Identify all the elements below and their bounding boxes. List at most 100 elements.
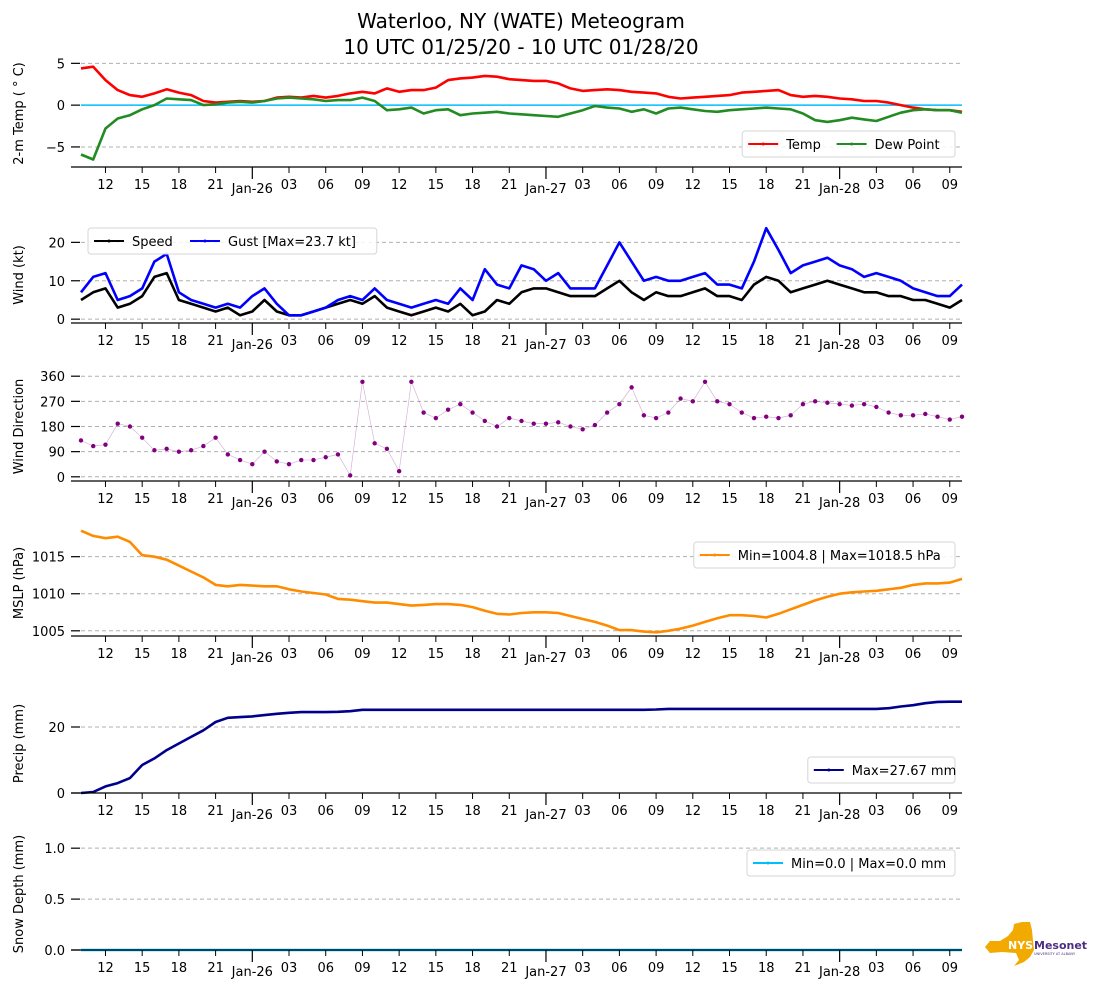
y-tick-label: 1.0: [44, 842, 65, 857]
x-tick-label: 12: [391, 804, 408, 819]
x-day-label: Jan-28: [818, 496, 860, 511]
legend-label: Dew Point: [875, 138, 940, 153]
x-tick-label: 03: [574, 804, 591, 819]
data-point: [323, 455, 328, 460]
data-point: [115, 421, 120, 426]
data-point: [592, 422, 598, 428]
series-connector-wdir: [80, 380, 963, 477]
data-point: [556, 420, 561, 425]
x-tick-label: 21: [795, 334, 812, 349]
x-day-label: Jan-28: [818, 338, 860, 353]
data-point: [225, 452, 231, 457]
x-tick-label: 21: [795, 178, 812, 193]
y-axis-label: Wind (kt): [12, 245, 27, 305]
x-tick-label: 18: [464, 178, 481, 193]
x-tick-label: 03: [574, 492, 591, 507]
x-tick-label: 21: [207, 961, 224, 976]
x-tick-label: 18: [464, 804, 481, 819]
x-tick-label: 03: [574, 647, 591, 662]
legend-label: Max=27.67 mm: [852, 764, 956, 779]
new-york-state-shape-icon: [985, 922, 1034, 966]
legend-label: Speed: [132, 235, 173, 250]
data-point: [641, 413, 647, 418]
x-tick-label: 12: [391, 178, 408, 193]
x-tick-label: 03: [868, 647, 885, 662]
data-point: [201, 443, 206, 449]
x-tick-label: 21: [501, 334, 518, 349]
x-tick-label: 06: [317, 804, 334, 819]
series-line-dew-point: [80, 96, 963, 161]
x-day-label: Jan-26: [231, 808, 273, 823]
x-tick-label: 03: [281, 492, 298, 507]
x-tick-label: 15: [428, 961, 445, 976]
y-axis-label: MSLP (hPa): [12, 547, 27, 619]
data-point: [507, 415, 512, 421]
legend: Speed Gust [Max=23.7 kt]: [87, 227, 378, 255]
data-point: [372, 441, 377, 446]
data-point: [886, 410, 891, 415]
data-point: [910, 413, 916, 418]
data-point: [776, 415, 781, 421]
x-day-label: Jan-26: [231, 965, 273, 980]
legend-swatch-marker: [850, 142, 854, 146]
x-tick-label: 06: [905, 334, 922, 349]
x-tick-label: 21: [795, 961, 812, 976]
data-point: [127, 424, 133, 429]
x-tick-label: 12: [391, 961, 408, 976]
data-point: [727, 401, 732, 407]
x-tick-label: 21: [501, 647, 518, 662]
legend-label: Min=1004.8 | Max=1018.5 hPa: [738, 549, 941, 564]
x-tick-label: 09: [354, 492, 371, 507]
x-day-label: Jan-28: [818, 808, 860, 823]
x-tick-label: 21: [207, 492, 224, 507]
data-point: [764, 414, 769, 419]
x-tick-label: 18: [464, 492, 481, 507]
data-point: [237, 457, 243, 463]
logo-nys-text: NYS: [1008, 939, 1033, 952]
legend: Temp Dew Point: [741, 130, 956, 158]
x-tick-label: 06: [905, 492, 922, 507]
panels: 50−52-m Temp ( ° C)12 15 18 21 03 06 09 12 15 18 2…: [12, 57, 965, 980]
x-tick-label: 06: [611, 334, 628, 349]
x-tick-label: 12: [685, 178, 702, 193]
legend: Min=1004.8 | Max=1018.5 hPa: [693, 541, 956, 569]
x-tick-label: 12: [685, 334, 702, 349]
x-tick-label: 18: [171, 178, 188, 193]
legend-box: [87, 227, 378, 255]
x-tick-label: 03: [868, 804, 885, 819]
x-tick-label: 03: [281, 961, 298, 976]
x-tick-label: 06: [317, 178, 334, 193]
x-tick-label: 21: [207, 334, 224, 349]
x-tick-label: 03: [281, 178, 298, 193]
x-tick-label: 12: [97, 647, 114, 662]
y-tick-label: 180: [40, 421, 65, 436]
x-tick-label: 09: [941, 178, 958, 193]
x-tick-label: 18: [464, 647, 481, 662]
data-point: [250, 462, 255, 467]
x-tick-label: 09: [941, 961, 958, 976]
x-tick-label: 15: [721, 178, 738, 193]
data-point: [335, 452, 341, 457]
x-tick-label: 09: [648, 961, 665, 976]
data-point: [629, 385, 634, 390]
x-day-label: Jan-26: [231, 651, 273, 666]
y-tick-label: 0: [57, 99, 65, 114]
data-point: [531, 421, 536, 426]
x-tick-label: 06: [611, 804, 628, 819]
x-tick-label: 15: [721, 492, 738, 507]
x-tick-label: 06: [905, 961, 922, 976]
data-point: [751, 415, 757, 421]
y-tick-label: 20: [48, 721, 65, 736]
x-tick-label: 15: [134, 492, 151, 507]
legend-label: Temp: [785, 138, 821, 153]
x-tick-label: 21: [795, 647, 812, 662]
data-point: [152, 448, 157, 453]
x-tick-label: 15: [721, 961, 738, 976]
x-tick-label: 06: [611, 178, 628, 193]
x-tick-label: 12: [97, 961, 114, 976]
x-day-label: Jan-27: [524, 338, 566, 353]
data-point: [91, 443, 96, 449]
x-tick-label: 12: [685, 647, 702, 662]
legend-swatch-marker: [761, 142, 765, 146]
x-tick-label: 03: [574, 178, 591, 193]
